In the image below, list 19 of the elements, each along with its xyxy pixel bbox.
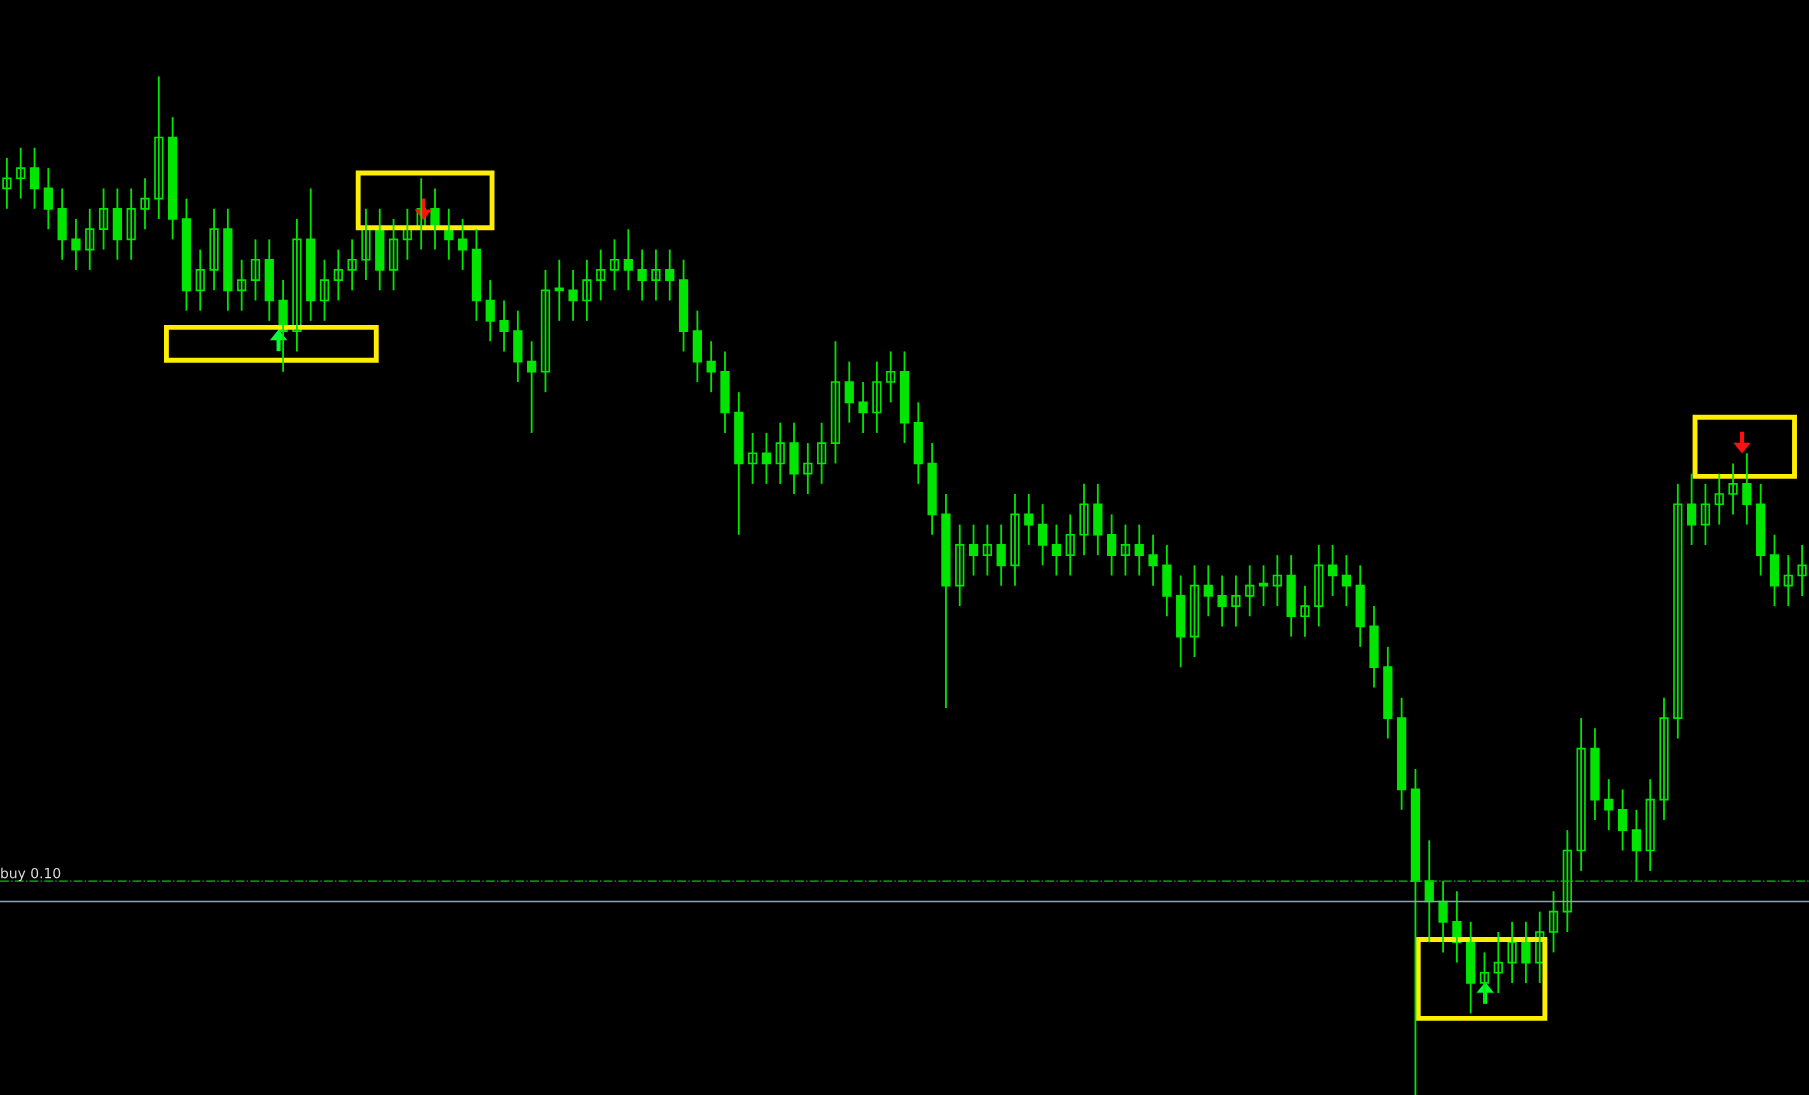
candlestick — [1258, 564, 1269, 607]
candlestick — [637, 248, 647, 302]
candlestick — [609, 238, 620, 292]
candlestick — [761, 432, 772, 485]
ref-line-label: buy 0.10 — [1, 867, 61, 882]
candlestick — [1231, 574, 1241, 628]
candlestick — [1327, 544, 1338, 597]
candlestick — [651, 248, 661, 302]
candlestick — [1148, 533, 1158, 587]
candlestick — [968, 523, 979, 577]
candlestick — [1300, 584, 1310, 638]
candlestick — [1728, 462, 1738, 516]
candlestick — [1797, 544, 1807, 597]
candlestick — [499, 299, 509, 353]
candlestick — [140, 177, 150, 231]
candlestick — [1120, 523, 1131, 577]
candlestick — [2, 156, 12, 210]
candlestick — [1217, 574, 1227, 628]
candlestick — [568, 269, 578, 322]
